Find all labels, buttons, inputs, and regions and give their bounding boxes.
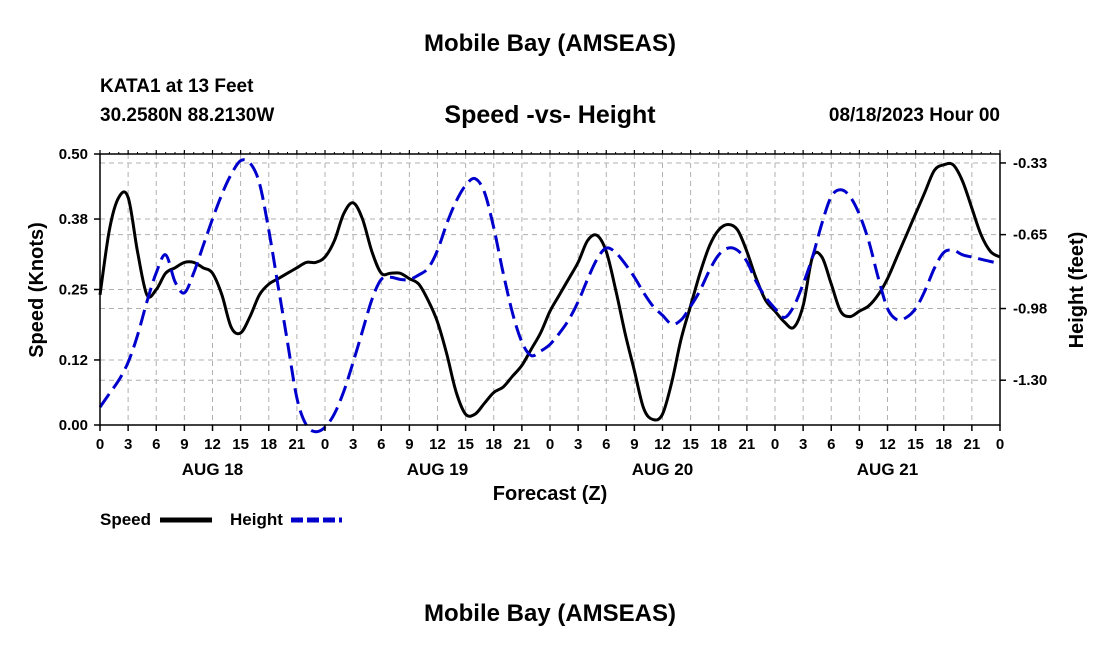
x-tick-label: 9 [855, 436, 863, 453]
x-tick-label: 0 [96, 436, 104, 453]
chart-title: Mobile Bay (AMSEAS) [423, 30, 677, 57]
x-tick-label: 12 [879, 436, 896, 453]
x-tick-label: 18 [935, 436, 952, 453]
x-tick-label: 3 [124, 436, 132, 453]
station-coordinates: 30.2580N 88.2130W [100, 105, 275, 126]
y-axis-label: Speed (Knots) [26, 222, 48, 358]
x-tick-label: 9 [630, 436, 638, 453]
axes: 0 3 6 9 12 15 18 21 0 3 6 9 12 15 18 21 0 3 6 9 12 15 18 21 0 3 6 9… [59, 146, 1047, 479]
legend-label-height: Height [230, 510, 283, 529]
x-tick-label: 15 [232, 436, 249, 453]
date-label: AUG 20 [632, 460, 693, 479]
station-name: KATA1 at 13 Feet [100, 76, 254, 97]
date-label: AUG 19 [407, 460, 468, 479]
x-tick-label: 18 [260, 436, 277, 453]
x-tick-label: 6 [827, 436, 835, 453]
series-line-speed [98, 161, 1001, 422]
grid [100, 154, 1000, 425]
x-tick-label: 21 [514, 436, 531, 453]
y-tick-label: 0.25 [59, 282, 88, 299]
series-layer [98, 158, 1001, 434]
x-tick-label: 0 [546, 436, 554, 453]
legend: Speed Height [100, 510, 342, 529]
x-tick-label: 0 [321, 436, 329, 453]
run-time: 08/18/2023 Hour 00 [828, 105, 1000, 126]
x-tick-label: 0 [996, 436, 1004, 453]
x-tick-label: 0 [771, 436, 779, 453]
x-tick-label: 6 [377, 436, 385, 453]
x-tick-label: 12 [204, 436, 221, 453]
x-tick-label: 21 [964, 436, 981, 453]
x-tick-label: 12 [654, 436, 671, 453]
x-tick-label: 18 [710, 436, 727, 453]
x-tick-label: 3 [574, 436, 582, 453]
y2-tick-label: -0.98 [1013, 301, 1047, 318]
x-tick-label: 9 [405, 436, 413, 453]
x-tick-label: 6 [602, 436, 610, 453]
x-tick-label: 3 [799, 436, 807, 453]
y-tick-label: 0.00 [59, 417, 88, 434]
series-line-height [98, 158, 1001, 434]
y2-tick-label: -0.33 [1013, 155, 1047, 172]
y2-tick-label: -0.65 [1013, 227, 1047, 244]
chart-subtitle: Speed -vs- Height [444, 101, 656, 129]
x-tick-label: 15 [907, 436, 924, 453]
x-tick-label: 9 [180, 436, 188, 453]
y-tick-label: 0.12 [59, 352, 88, 369]
x-tick-label: 3 [349, 436, 357, 453]
x-tick-label: 6 [152, 436, 160, 453]
y-tick-label: 0.38 [59, 211, 88, 228]
y2-tick-label: -1.30 [1013, 372, 1047, 389]
x-tick-label: 12 [429, 436, 446, 453]
y2-axis-label: Height (feet) [1066, 232, 1088, 349]
x-tick-label: 15 [457, 436, 474, 453]
x-axis-label: Forecast (Z) [493, 483, 607, 505]
y-tick-label: 0.50 [59, 146, 88, 163]
x-tick-label: 21 [289, 436, 306, 453]
footer-title: Mobile Bay (AMSEAS) [423, 600, 677, 627]
x-tick-label: 18 [485, 436, 502, 453]
date-label: AUG 21 [857, 460, 918, 479]
date-label: AUG 18 [182, 460, 243, 479]
x-tick-label: 15 [682, 436, 699, 453]
legend-label-speed: Speed [100, 510, 151, 529]
x-tick-label: 21 [739, 436, 756, 453]
